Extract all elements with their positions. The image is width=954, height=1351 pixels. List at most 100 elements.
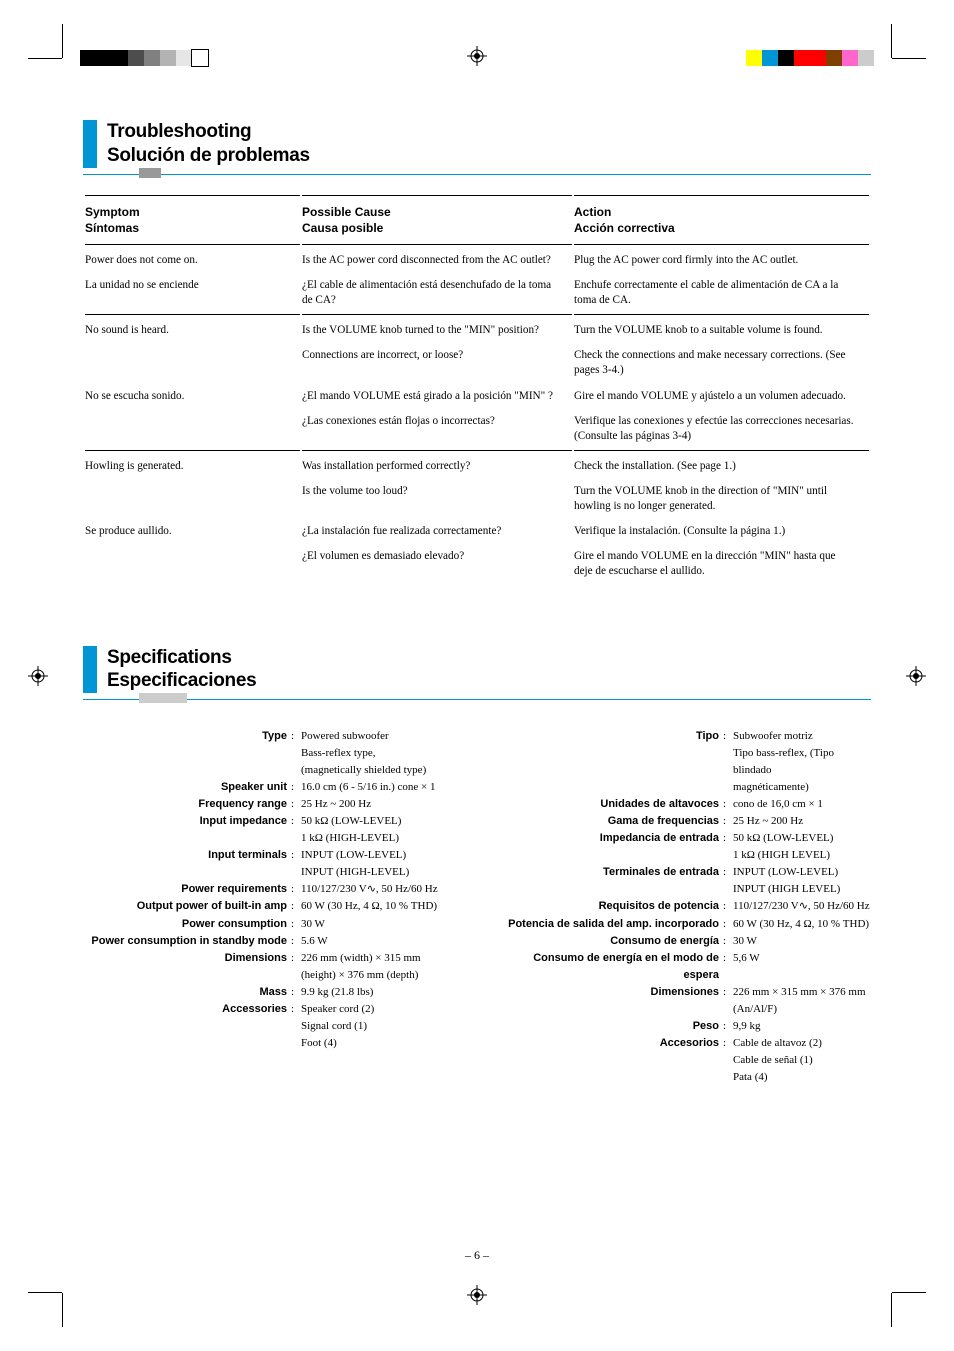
spec-label: Potencia de salida del amp. incorporado <box>497 916 723 933</box>
spec-separator <box>723 1052 733 1069</box>
symptom-cell: No sound is heard. <box>85 314 300 342</box>
action-cell: Enchufe correctamente el cable de alimen… <box>574 274 869 312</box>
spec-row: Cable de señal (1) <box>497 1052 871 1069</box>
page-content: Troubleshooting Solución de problemas Sy… <box>0 0 954 1126</box>
section-title-en: Troubleshooting <box>107 120 871 144</box>
spec-label: Power consumption <box>83 916 291 933</box>
spec-separator: : <box>723 728 733 745</box>
spec-value: 9,9 kg <box>733 1018 871 1035</box>
spec-value: Bass-reflex type, <box>301 745 457 762</box>
spec-label: Gama de frequencias <box>497 813 723 830</box>
spec-row: Power consumption:30 W <box>83 916 457 933</box>
spec-value: 30 W <box>733 933 871 950</box>
cause-cell: ¿El mando VOLUME está girado a la posici… <box>302 385 572 408</box>
symptom-cell <box>85 410 300 448</box>
crop-mark <box>892 1292 926 1293</box>
spec-row: Dimensions:226 mm (width) × 315 mm <box>83 950 457 967</box>
spec-separator <box>723 745 733 779</box>
spec-label <box>497 779 723 796</box>
spec-value: 1 kΩ (HIGH-LEVEL) <box>301 830 457 847</box>
spec-label: Type <box>83 728 291 745</box>
spec-label <box>83 762 291 779</box>
spec-label <box>497 745 723 779</box>
spec-row: Potencia de salida del amp. incorporado:… <box>497 916 871 933</box>
header-accent-block <box>139 693 187 703</box>
table-row: Se produce aullido.¿La instalación fue r… <box>85 520 869 543</box>
crop-mark <box>891 1293 892 1327</box>
spec-separator: : <box>723 1035 733 1052</box>
spec-row: Dimensiones:226 mm × 315 mm × 376 mm <box>497 984 871 1001</box>
table-row: ¿El volumen es demasiado elevado?Gire el… <box>85 545 869 583</box>
cause-cell: ¿La instalación fue realizada correctame… <box>302 520 572 543</box>
spec-separator <box>723 779 733 796</box>
spec-separator: : <box>291 984 301 1001</box>
spec-separator <box>723 1069 733 1086</box>
spec-row: Input terminals:INPUT (LOW-LEVEL) <box>83 847 457 864</box>
action-cell: Turn the VOLUME knob in the direction of… <box>574 480 869 518</box>
spec-separator: : <box>723 950 733 984</box>
spec-separator <box>723 1001 733 1018</box>
action-cell: Check the connections and make necessary… <box>574 344 869 382</box>
symptom-cell: La unidad no se enciende <box>85 274 300 312</box>
spec-value: Pata (4) <box>733 1069 871 1086</box>
spec-separator: : <box>723 933 733 950</box>
spec-label: Peso <box>497 1018 723 1035</box>
spec-separator: : <box>291 933 301 950</box>
spec-label: Accesorios <box>497 1035 723 1052</box>
header-rule <box>83 699 871 700</box>
symptom-cell: No se escucha sonido. <box>85 385 300 408</box>
spec-label <box>83 1035 291 1052</box>
action-cell: Check the installation. (See page 1.) <box>574 450 869 478</box>
spec-label: Input impedance <box>83 813 291 830</box>
spec-label: Consumo de energía en el modo de espera <box>497 950 723 984</box>
spec-label: Tipo <box>497 728 723 745</box>
spec-label: Requisitos de potencia <box>497 898 723 915</box>
spec-value: 9.9 kg (21.8 lbs) <box>301 984 457 1001</box>
spec-separator <box>723 847 733 864</box>
spec-row: INPUT (HIGH-LEVEL) <box>83 864 457 881</box>
spec-row: INPUT (HIGH LEVEL) <box>497 881 871 898</box>
spec-label <box>83 967 291 984</box>
specifications-columns: Type:Powered subwooferBass-reflex type,(… <box>83 728 871 1086</box>
cause-cell: Was installation performed correctly? <box>302 450 572 478</box>
spec-value: INPUT (LOW-LEVEL) <box>301 847 457 864</box>
spec-row: Input impedance:50 kΩ (LOW-LEVEL) <box>83 813 457 830</box>
table-row: ¿Las conexiones están flojas o incorrect… <box>85 410 869 448</box>
table-row: No sound is heard.Is the VOLUME knob tur… <box>85 314 869 342</box>
table-header-symptom: Symptom Síntomas <box>85 195 300 242</box>
spec-separator <box>291 1018 301 1035</box>
troubleshooting-table: Symptom Síntomas Possible Cause Causa po… <box>83 193 871 586</box>
spec-label: Terminales de entrada <box>497 864 723 881</box>
table-row: Power does not come on.Is the AC power c… <box>85 244 869 272</box>
spec-value: 60 W (30 Hz, 4 Ω, 10 % THD) <box>301 898 457 915</box>
spec-row: Speaker unit:16.0 cm (6 - 5/16 in.) cone… <box>83 779 457 796</box>
spec-separator: : <box>723 830 733 847</box>
spec-label: Power requirements <box>83 881 291 898</box>
symptom-cell: Se produce aullido. <box>85 520 300 543</box>
header-label: Causa posible <box>302 221 383 235</box>
spec-value: (height) × 376 mm (depth) <box>301 967 457 984</box>
spec-label <box>83 745 291 762</box>
spec-label: Output power of built-in amp <box>83 898 291 915</box>
spec-label: Power consumption in standby mode <box>83 933 291 950</box>
spec-label <box>497 1069 723 1086</box>
action-cell: Turn the VOLUME knob to a suitable volum… <box>574 314 869 342</box>
spec-label: Mass <box>83 984 291 1001</box>
table-row: Howling is generated.Was installation pe… <box>85 450 869 478</box>
table-row: Is the volume too loud?Turn the VOLUME k… <box>85 480 869 518</box>
spec-row: Unidades de altavoces:cono de 16,0 cm × … <box>497 796 871 813</box>
table-header-cause: Possible Cause Causa posible <box>302 195 572 242</box>
spec-row: Accessories:Speaker cord (2) <box>83 1001 457 1018</box>
spec-label: Speaker unit <box>83 779 291 796</box>
table-row: La unidad no se enciende¿El cable de ali… <box>85 274 869 312</box>
spec-row: Consumo de energía en el modo de espera:… <box>497 950 871 984</box>
section-title-es: Especificaciones <box>107 669 871 693</box>
spec-value: 226 mm (width) × 315 mm <box>301 950 457 967</box>
header-label: Síntomas <box>85 221 139 235</box>
spec-value: (magnetically shielded type) <box>301 762 457 779</box>
spec-value: Foot (4) <box>301 1035 457 1052</box>
spec-row: (height) × 376 mm (depth) <box>83 967 457 984</box>
spec-row: Accesorios:Cable de altavoz (2) <box>497 1035 871 1052</box>
spec-separator: : <box>291 898 301 915</box>
spec-row: Tipo:Subwoofer motriz <box>497 728 871 745</box>
